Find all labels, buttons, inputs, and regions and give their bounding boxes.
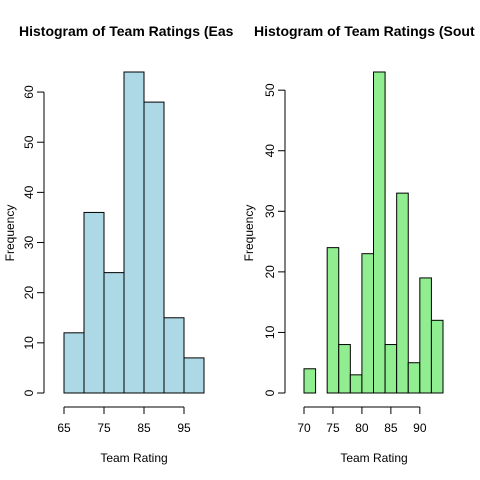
south-histogram-bar (373, 71, 386, 394)
east-histogram-bar (183, 357, 205, 394)
south-histogram-title: Histogram of Team Ratings (Sout (254, 23, 475, 39)
east-y-tick-label: 60 (22, 85, 36, 99)
south-histogram-bar (396, 192, 409, 394)
east-histogram-panel: Histogram of Team Ratings (Eas Team Rati… (3, 23, 234, 465)
east-histogram-bar (103, 272, 125, 394)
south-x-tick-label: 75 (326, 421, 340, 435)
south-x-tick-label: 80 (355, 421, 369, 435)
south-x-tick-label: 90 (413, 421, 427, 435)
south-histogram-bar (384, 344, 398, 394)
east-x-tick-label: 95 (177, 421, 191, 435)
south-histogram-bar (338, 344, 351, 394)
south-histogram-bar (303, 368, 317, 394)
south-histogram-bar (407, 362, 421, 394)
south-x-tick-label: 70 (297, 421, 311, 435)
east-histogram-bar (83, 211, 105, 394)
east-x-tick-label: 85 (137, 421, 151, 435)
east-x-axis-label: Team Rating (100, 451, 167, 465)
south-x-axis-label: Team Rating (340, 451, 407, 465)
east-y-tick-label: 40 (22, 185, 36, 199)
east-histogram-bar (63, 332, 85, 394)
east-y-tick-label: 0 (22, 389, 36, 396)
south-histogram-bar (349, 374, 363, 394)
east-x-tick-label: 75 (97, 421, 111, 435)
south-y-tick-label: 20 (263, 265, 277, 279)
east-y-tick-label: 20 (22, 286, 36, 300)
south-histogram-panel: Histogram of Team Ratings (Sout Team Rat… (242, 23, 475, 465)
south-x-tick-label: 85 (384, 421, 398, 435)
south-y-tick-label: 10 (263, 325, 277, 339)
south-y-tick-label: 0 (263, 389, 277, 396)
east-y-axis-label: Frequency (3, 205, 17, 262)
south-y-tick-label: 40 (263, 144, 277, 158)
south-histogram-bar (430, 319, 444, 394)
east-histogram-bar (123, 71, 145, 394)
east-histogram-bar (163, 317, 185, 394)
south-histogram-bar (326, 247, 340, 394)
east-y-tick-label: 50 (22, 135, 36, 149)
south-y-axis-label: Frequency (242, 205, 256, 262)
east-y-tick-label: 10 (22, 336, 36, 350)
south-y-tick-label: 30 (263, 204, 277, 218)
south-histogram-bar (361, 253, 374, 394)
east-y-tick-label: 30 (22, 236, 36, 250)
east-x-tick-label: 65 (57, 421, 71, 435)
south-histogram-bar (419, 277, 432, 394)
east-histogram-title: Histogram of Team Ratings (Eas (19, 23, 234, 39)
east-histogram-bar (143, 101, 165, 394)
south-y-tick-label: 50 (263, 83, 277, 97)
